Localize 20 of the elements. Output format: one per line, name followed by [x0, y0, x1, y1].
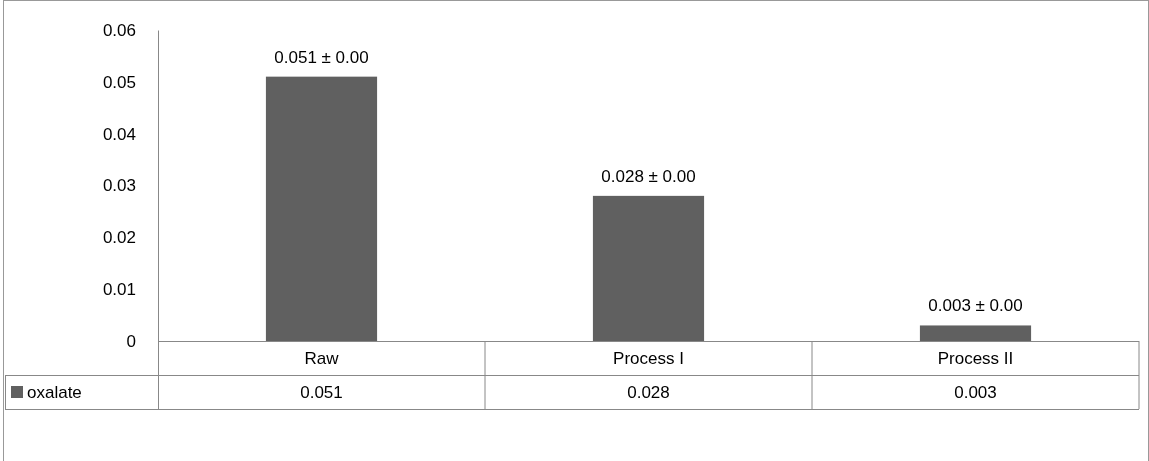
data-label: 0.051: [300, 383, 343, 402]
y-tick-label: 0.06: [102, 20, 136, 40]
x-tick-label: Process I: [613, 349, 684, 368]
y-tick-label: 0.01: [102, 280, 136, 300]
y-tick-label: 0.05: [102, 72, 136, 92]
x-tick-label: Raw: [304, 349, 340, 368]
bar: [265, 76, 378, 341]
x-tick-label: Process II: [937, 349, 1014, 368]
y-tick-label: 0.03: [102, 176, 136, 196]
y-tick-label: 0.04: [102, 124, 136, 144]
y-tick-label: 0.02: [102, 228, 136, 248]
bar: [592, 195, 705, 341]
legend-label: oxalate: [27, 383, 82, 402]
data-label: 0.028: [627, 383, 670, 402]
y-tick-label: 0: [126, 331, 136, 351]
annotation: 0.051 ± 0.00: [274, 47, 369, 67]
data-label: 0.003: [954, 383, 997, 402]
annotation: 0.028 ± 0.00: [601, 166, 696, 186]
annotation: 0.003 ± 0.00: [928, 296, 1023, 316]
bar: [919, 325, 1032, 341]
